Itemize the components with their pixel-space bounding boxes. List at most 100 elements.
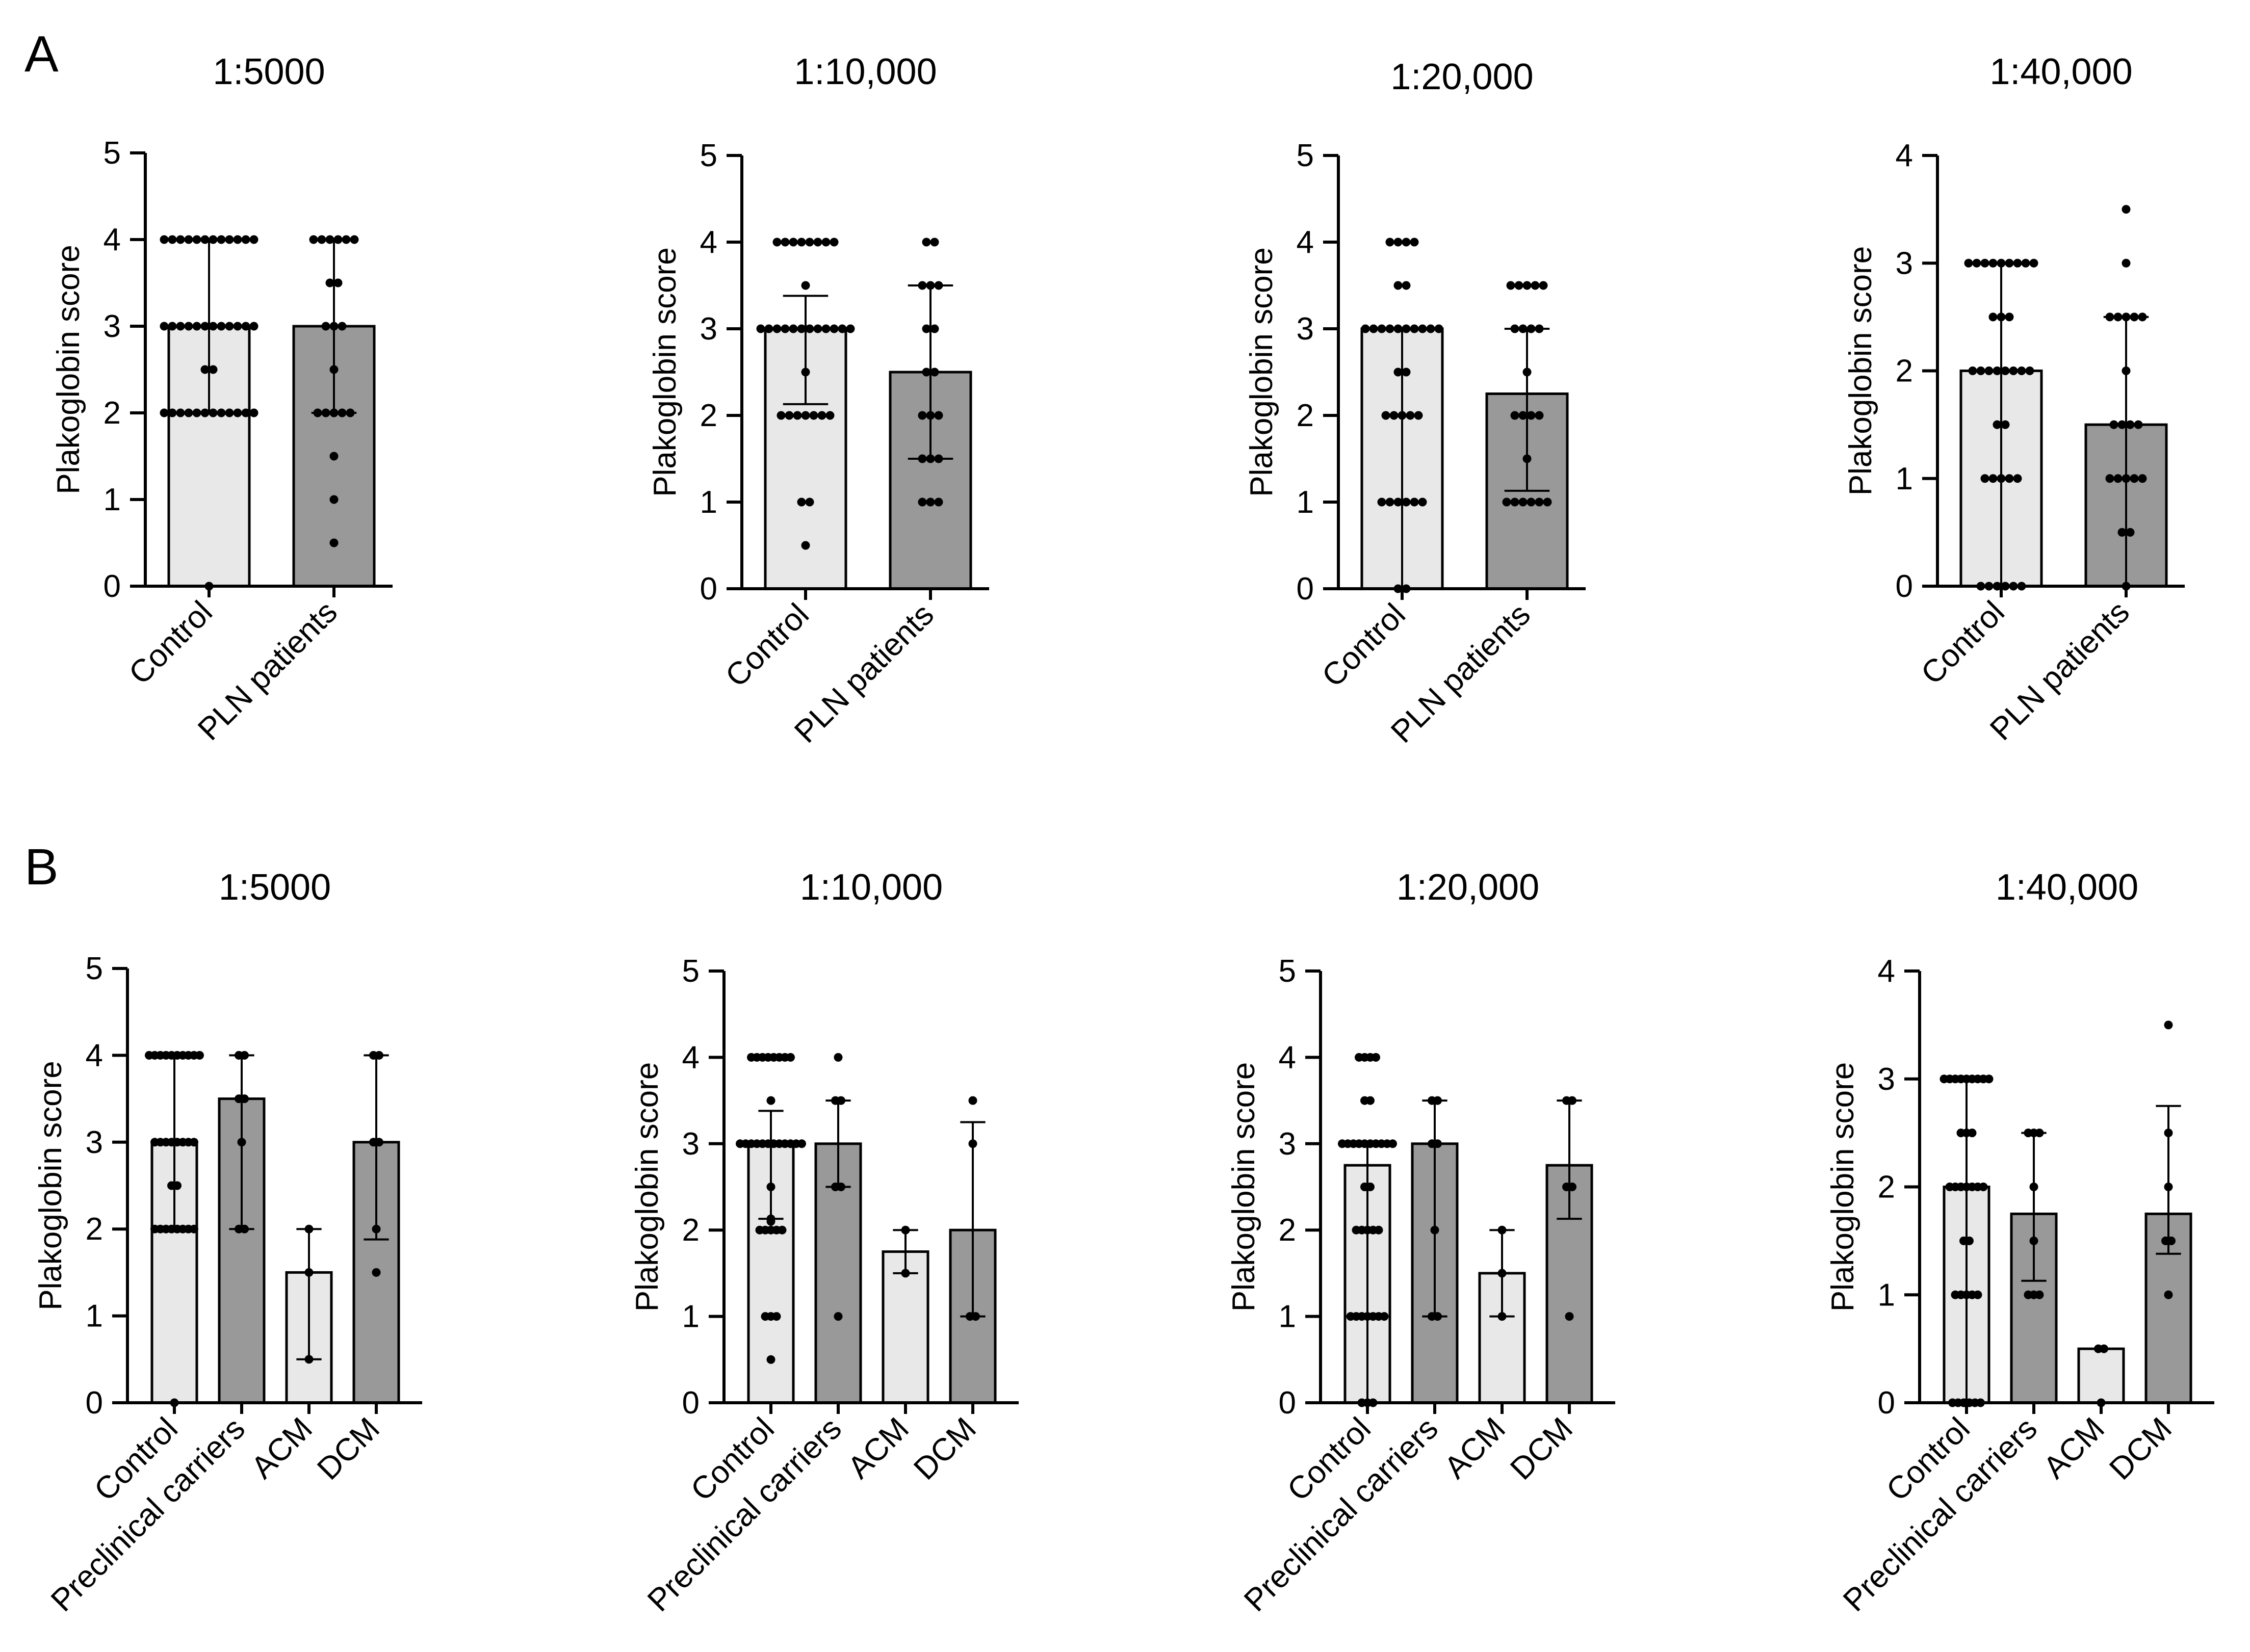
data-point <box>2105 312 2114 322</box>
category-label: DCM <box>2103 1411 2179 1487</box>
data-point <box>801 411 810 420</box>
data-point <box>2122 312 2131 322</box>
data-point <box>1377 324 1386 333</box>
data-point <box>1497 1225 1507 1235</box>
y-tick-label: 0 <box>1878 1385 1895 1421</box>
data-point <box>1535 324 1544 333</box>
data-point <box>333 278 343 287</box>
y-tick-label: 3 <box>1896 246 1913 281</box>
y-tick-label: 1 <box>1878 1277 1895 1313</box>
data-point <box>1497 1312 1507 1321</box>
data-point <box>1968 1129 1977 1138</box>
data-point <box>930 238 939 247</box>
data-point <box>1497 1269 1507 1278</box>
y-tick-label: 3 <box>1878 1062 1895 1097</box>
data-point <box>766 1355 775 1364</box>
chart-title: 1:40,000 <box>1996 867 2138 908</box>
data-point <box>1369 324 1378 333</box>
data-point <box>233 322 242 331</box>
data-point <box>329 538 339 547</box>
y-axis-label: Plakoglobin score <box>33 1061 68 1310</box>
data-point <box>249 235 258 244</box>
data-point <box>375 1138 383 1147</box>
data-point <box>1418 497 1427 507</box>
data-point <box>2122 258 2131 268</box>
data-point <box>821 238 831 247</box>
data-point <box>1988 474 1998 483</box>
data-point <box>195 1051 204 1060</box>
y-tick-label: 0 <box>1279 1385 1296 1421</box>
data-point <box>1997 258 2006 268</box>
data-point <box>778 1225 787 1235</box>
data-point <box>781 238 790 247</box>
data-point <box>801 541 810 550</box>
data-point <box>317 235 326 244</box>
data-point <box>237 1138 246 1147</box>
data-point <box>2029 1183 2038 1191</box>
category-label: ACM <box>841 1411 916 1485</box>
chart-title: 1:20,000 <box>1396 867 1539 908</box>
data-point <box>329 365 339 374</box>
data-point <box>1398 411 1407 420</box>
y-tick-label: 3 <box>700 311 717 347</box>
data-point <box>2122 366 2131 375</box>
data-point <box>1980 258 1989 268</box>
data-point <box>176 235 185 244</box>
data-point <box>338 322 347 331</box>
data-point <box>1984 1074 1994 1084</box>
data-point <box>2017 366 2026 375</box>
data-point <box>813 238 822 247</box>
y-tick-label: 2 <box>1297 398 1314 433</box>
data-point <box>325 278 334 287</box>
data-point <box>184 408 193 417</box>
data-point <box>766 1217 775 1226</box>
chart-title: 1:10,000 <box>794 51 937 92</box>
data-point <box>1385 238 1394 247</box>
data-point <box>200 365 210 374</box>
chart-title: 1:20,000 <box>1390 57 1533 97</box>
data-point <box>1433 1312 1442 1321</box>
y-tick-label: 3 <box>104 309 121 344</box>
data-point <box>1366 1096 1375 1105</box>
data-point <box>240 1094 249 1104</box>
data-point <box>209 365 218 374</box>
data-point <box>1402 324 1411 333</box>
data-point <box>2013 474 2022 483</box>
data-point <box>1393 497 1403 507</box>
data-point <box>1426 324 1435 333</box>
data-point <box>313 408 322 417</box>
y-tick-label: 4 <box>1878 954 1895 989</box>
data-point <box>1997 474 2006 483</box>
data-point <box>2005 258 2014 268</box>
data-point <box>1393 238 1403 247</box>
data-point <box>1414 411 1423 420</box>
data-point <box>350 235 359 244</box>
data-point <box>834 1053 843 1062</box>
data-point <box>968 1139 977 1148</box>
data-point <box>1388 1139 1397 1148</box>
data-point <box>1406 411 1415 420</box>
data-point <box>797 1139 806 1148</box>
data-point <box>934 281 943 290</box>
data-point <box>785 411 794 420</box>
data-point <box>1381 411 1390 420</box>
data-point <box>809 411 818 420</box>
y-tick-label: 2 <box>86 1212 103 1247</box>
data-point <box>1535 411 1544 420</box>
data-point <box>934 411 943 420</box>
data-point <box>1522 281 1532 290</box>
data-point <box>2113 312 2123 322</box>
data-point <box>1433 1096 1442 1105</box>
y-axis-label: Plakoglobin score <box>1244 247 1279 496</box>
data-point <box>926 497 935 507</box>
data-point <box>926 281 935 290</box>
data-point <box>200 408 210 417</box>
data-point <box>797 324 806 333</box>
y-tick-label: 4 <box>1279 1040 1296 1075</box>
data-point <box>176 408 185 417</box>
data-point <box>1527 411 1536 420</box>
data-point <box>805 497 814 507</box>
